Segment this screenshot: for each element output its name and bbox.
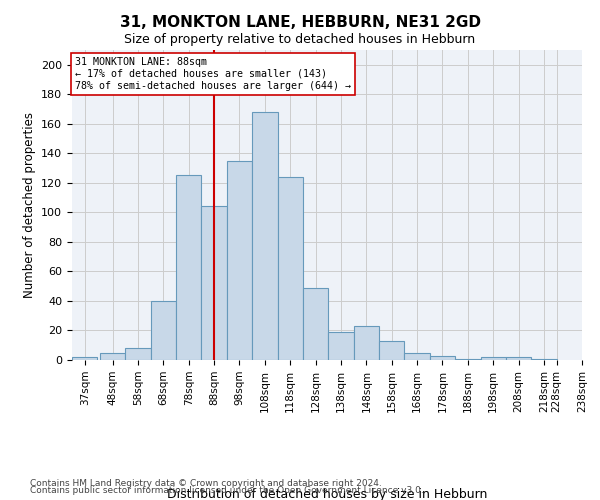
Bar	[176, 176, 202, 360]
Bar	[100, 352, 125, 360]
Bar	[531, 358, 557, 360]
Bar	[202, 206, 227, 360]
Text: 31, MONKTON LANE, HEBBURN, NE31 2GD: 31, MONKTON LANE, HEBBURN, NE31 2GD	[119, 15, 481, 30]
Bar	[72, 357, 97, 360]
Bar	[404, 352, 430, 360]
Text: Contains HM Land Registry data © Crown copyright and database right 2024.: Contains HM Land Registry data © Crown c…	[30, 478, 382, 488]
Bar	[455, 358, 481, 360]
Bar	[125, 348, 151, 360]
Bar	[328, 332, 353, 360]
Bar	[227, 160, 252, 360]
Bar	[151, 301, 176, 360]
Text: Size of property relative to detached houses in Hebburn: Size of property relative to detached ho…	[124, 32, 476, 46]
X-axis label: Distribution of detached houses by size in Hebburn: Distribution of detached houses by size …	[167, 488, 487, 500]
Bar	[278, 177, 303, 360]
Bar	[430, 356, 455, 360]
Bar	[506, 357, 531, 360]
Text: 31 MONKTON LANE: 88sqm
← 17% of detached houses are smaller (143)
78% of semi-de: 31 MONKTON LANE: 88sqm ← 17% of detached…	[74, 58, 350, 90]
Y-axis label: Number of detached properties: Number of detached properties	[23, 112, 35, 298]
Text: Contains public sector information licensed under the Open Government Licence v3: Contains public sector information licen…	[30, 486, 424, 495]
Bar	[379, 341, 404, 360]
Bar	[353, 326, 379, 360]
Bar	[303, 288, 328, 360]
Bar	[252, 112, 278, 360]
Bar	[481, 357, 506, 360]
